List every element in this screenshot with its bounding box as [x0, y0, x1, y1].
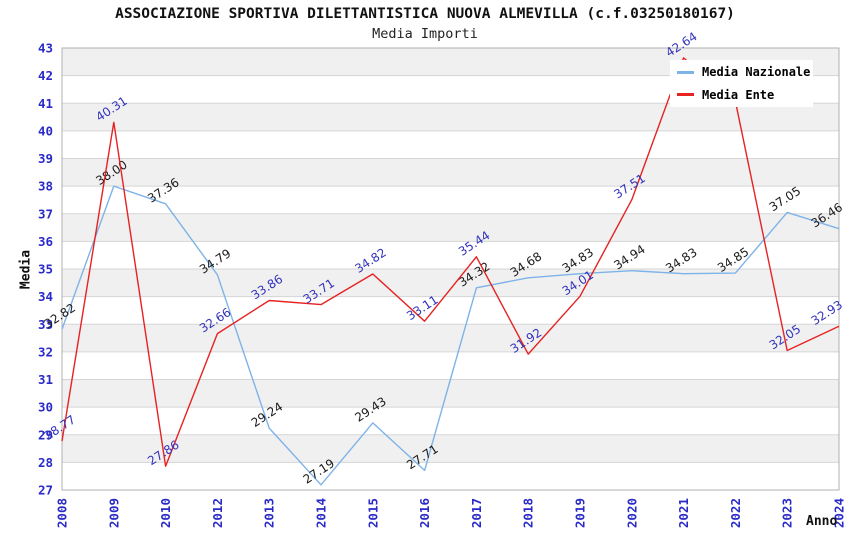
line-media-nazionale — [61, 185, 840, 486]
x-tick-label: 2020 — [624, 498, 639, 528]
x-tick-label: 2009 — [106, 498, 121, 528]
y-axis-title: Media — [18, 249, 34, 290]
plot-band — [62, 434, 839, 463]
y-tick-label: 27 — [38, 483, 53, 498]
x-tick-label: 2015 — [365, 498, 380, 528]
y-gridlines — [62, 47, 839, 491]
plot-band — [62, 213, 839, 242]
point-label-media-ente: 32.93 — [809, 298, 845, 328]
y-tick-label: 36 — [38, 234, 53, 249]
legend-label-media-ente: Media Ente — [702, 87, 775, 102]
x-tick-label: 2019 — [573, 498, 588, 528]
legend-swatch-media-nazionale-icon — [677, 70, 694, 74]
legend-swatch-media-ente-icon — [677, 93, 694, 97]
legend-item-media-nazionale: Media Nazionale — [670, 62, 813, 82]
y-tick-label: 39 — [38, 151, 53, 166]
chart-subtitle: Media Importi — [372, 26, 478, 42]
plot-bands — [62, 48, 839, 463]
y-tick-label: 41 — [38, 96, 53, 111]
x-tick-label: 2013 — [262, 498, 277, 528]
point-label-media-nazionale: 34.94 — [611, 242, 647, 272]
y-tick-label: 40 — [38, 123, 53, 138]
x-tick-label: 2017 — [469, 498, 484, 528]
y-tick-label: 34 — [38, 289, 53, 304]
x-tick-label: 2021 — [676, 498, 691, 528]
x-tick-label: 2022 — [728, 498, 743, 528]
y-tick-label: 30 — [38, 400, 53, 415]
y-tick-label: 38 — [38, 179, 53, 194]
y-tick-label: 33 — [38, 317, 53, 332]
y-tick-label: 35 — [38, 262, 53, 277]
y-tick-labels: 27 28 29 30 31 32 33 34 35 36 37 38 39 40 41 42 43 — [38, 41, 53, 498]
y-tick-label: 43 — [38, 41, 53, 56]
chart-title: ASSOCIAZIONE SPORTIVA DILETTANTISTICA NU… — [115, 6, 735, 22]
x-tick-label: 2018 — [521, 498, 536, 528]
point-label-media-nazionale: 37.05 — [767, 184, 803, 214]
y-tick-label: 29 — [38, 427, 53, 442]
plot-band — [62, 158, 839, 187]
x-tick-label: 2012 — [210, 498, 225, 528]
x-axis-title: Anno — [806, 514, 838, 529]
plot-border — [61, 47, 840, 491]
x-tick-label: 2014 — [314, 498, 329, 528]
legend: Media Nazionale Media Ente — [670, 60, 813, 107]
y-tick-label: 37 — [38, 206, 53, 221]
x-tick-label: 2024 — [832, 498, 847, 528]
x-tick-label: 2010 — [158, 498, 173, 528]
x-tick-label: 2023 — [780, 498, 795, 528]
y-tick-label: 28 — [38, 455, 53, 470]
y-tick-label: 32 — [38, 344, 53, 359]
y-tick-label: 42 — [38, 68, 53, 83]
x-tick-label: 2008 — [55, 498, 70, 528]
x-tick-label: 2016 — [417, 498, 432, 528]
legend-item-media-ente: Media Ente — [670, 85, 813, 105]
x-tick-labels: 2008 2009 2010 2012 2013 2014 2015 2016 2017 2018… — [55, 498, 847, 528]
plot-band — [62, 379, 839, 408]
legend-label-media-nazionale: Media Nazionale — [702, 65, 811, 80]
plot-band — [62, 103, 839, 131]
y-tick-label: 31 — [38, 372, 53, 387]
plot-band — [62, 324, 839, 352]
